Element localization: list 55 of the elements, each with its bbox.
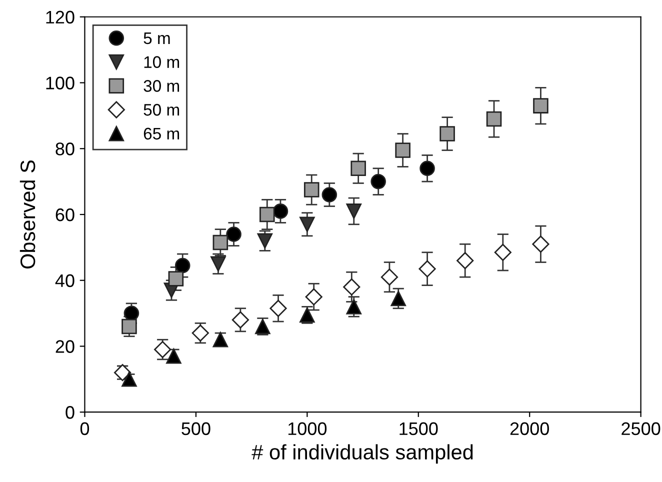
point	[533, 98, 548, 114]
point	[122, 372, 137, 387]
point	[226, 226, 242, 242]
y-tick-label: 40	[55, 274, 74, 288]
x-tick-label: 2000	[510, 422, 549, 436]
y-tick-label: 60	[56, 208, 74, 222]
x-tick-label: 500	[182, 422, 210, 436]
point	[440, 126, 455, 142]
point	[456, 252, 474, 270]
point	[486, 111, 502, 127]
point	[370, 174, 386, 190]
y-tick-label: 100	[46, 76, 74, 90]
point	[192, 324, 209, 342]
x-tick-label: 0	[80, 422, 90, 436]
x-tick-label: 1500	[400, 422, 438, 436]
point	[343, 278, 360, 296]
point	[418, 260, 436, 278]
point	[257, 233, 273, 248]
point	[395, 142, 410, 158]
point	[168, 271, 184, 286]
point	[304, 182, 320, 198]
legend-label: 30 m	[144, 80, 180, 92]
point	[232, 311, 249, 328]
point	[322, 187, 338, 202]
point	[494, 244, 512, 261]
point	[174, 258, 190, 274]
x-tick-label: 1000	[288, 422, 327, 436]
point	[270, 300, 287, 317]
y-tick-label: 80	[56, 142, 74, 156]
point	[420, 160, 435, 176]
y-tick-label: 120	[46, 10, 74, 24]
legend-label: 10 m	[144, 56, 180, 68]
legend-label: 65 m	[144, 128, 180, 140]
point	[166, 348, 182, 364]
point	[305, 288, 322, 306]
point	[124, 306, 140, 321]
point	[532, 236, 550, 253]
point	[300, 216, 315, 232]
point	[390, 290, 406, 306]
point	[346, 204, 362, 219]
point	[380, 268, 398, 286]
point	[350, 160, 366, 176]
point	[212, 332, 228, 348]
point	[346, 299, 362, 314]
x-axis-title: # of individuals sampled	[252, 444, 473, 464]
y-axis-title: Observed S	[20, 160, 36, 269]
point	[212, 234, 228, 250]
y-tick-label: 0	[66, 406, 74, 419]
y-tick-label: 20	[56, 340, 74, 353]
point	[122, 318, 137, 334]
x-tick-label: 2500	[622, 422, 660, 436]
point	[259, 206, 275, 222]
point	[272, 204, 288, 219]
legend-label: 5 m	[144, 32, 170, 44]
legend-label: 50 m	[144, 104, 180, 116]
